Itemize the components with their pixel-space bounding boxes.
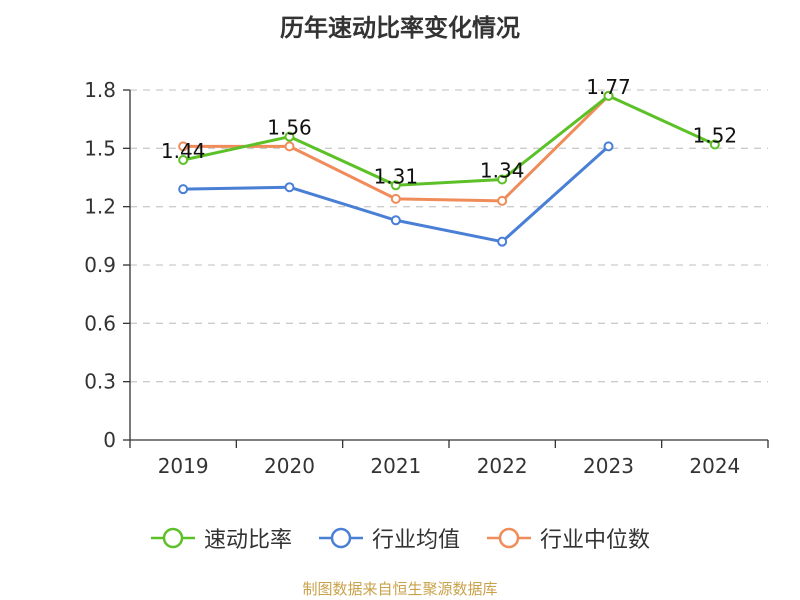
y-tick-label: 0 [103,428,116,452]
y-tick-label: 0.3 [84,370,116,394]
legend-marker-icon [318,527,363,549]
data-point[interactable] [709,139,720,150]
data-point[interactable] [284,182,295,193]
data-label: 1.56 [267,116,312,140]
y-tick-label: 1.2 [84,195,116,219]
data-point[interactable] [390,193,401,204]
y-tick-label: 0.6 [84,311,116,335]
data-label: 1.44 [161,139,206,163]
chart-title: 历年速动比率变化情况 [280,14,520,42]
axes: 0 0.3 0.6 0.9 1.2 1.5 1.8 2019 2020 2021 2022 2023 2… [84,78,769,478]
legend-label: 速动比率 [203,528,292,553]
y-tick-label: 0.9 [84,253,116,277]
data-point[interactable] [390,215,401,226]
x-tick-label: 2020 [264,454,315,478]
legend-item-0[interactable]: 速动比率 [150,522,292,554]
legend-item-2[interactable]: 行业中位数 [486,522,650,554]
y-tick-label: 1.8 [84,78,116,102]
data-point[interactable] [178,155,189,165]
legend-label: 行业中位数 [540,528,651,553]
data-point[interactable] [497,236,508,247]
x-tick-label: 2019 [158,454,209,478]
x-tick-label: 2021 [370,454,421,478]
legend-marker-icon [487,527,531,549]
data-point[interactable] [178,141,189,152]
data-point[interactable] [497,174,508,185]
x-tick-label: 2023 [583,454,634,478]
legend-item-1[interactable]: 行业均值 [318,522,460,554]
data-label: 1.31 [374,164,419,188]
data-point[interactable] [497,195,508,206]
x-tick-label: 2024 [689,454,740,478]
x-tick-label: 2022 [477,454,528,478]
series-line-0 [182,94,716,187]
data-label: 1.34 [480,158,525,182]
legend-label: 行业均值 [371,528,460,553]
data-labels: 1.44 1.56 1.31 1.34 1.77 1.52 [161,75,737,188]
data-label: 1.77 [586,75,631,99]
data-point[interactable] [390,180,401,191]
legend-marker-icon [150,527,195,549]
legend: 速动比率 行业均值 行业中位数 [0,518,800,558]
series-lines [178,90,720,247]
y-tick-label: 1.5 [84,136,116,160]
data-label: 1.52 [693,123,738,147]
data-point[interactable] [178,184,189,195]
data-point[interactable] [603,141,614,152]
data-point[interactable] [284,141,295,152]
data-point[interactable] [603,90,614,101]
grid-lines [130,89,768,383]
source-note: 制图数据来自恒生聚源数据库 [302,580,498,598]
data-point[interactable] [284,131,295,142]
